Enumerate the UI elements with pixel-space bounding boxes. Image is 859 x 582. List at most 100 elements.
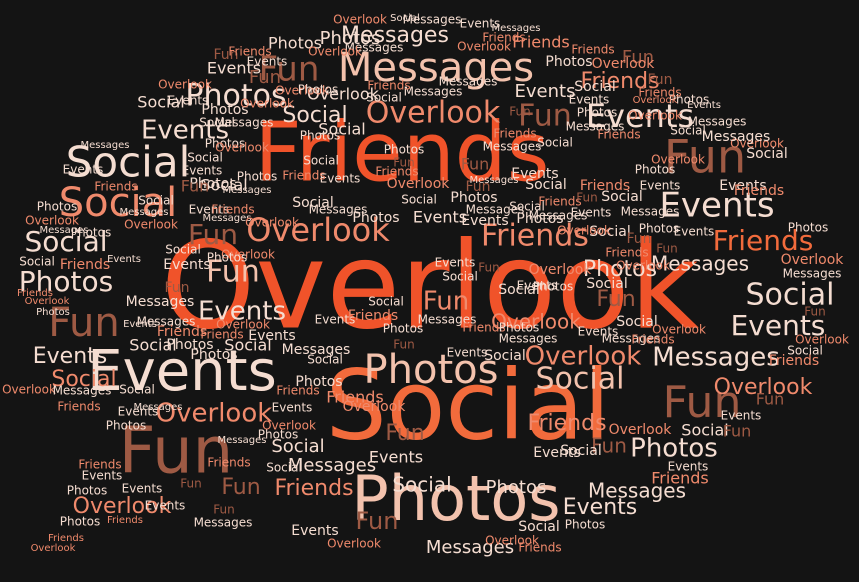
- word-fun: Fun: [756, 390, 785, 409]
- word-social: Social: [368, 295, 404, 309]
- word-photos: Photos: [499, 321, 539, 335]
- word-social: Social: [19, 255, 55, 269]
- word-friends: Friends: [734, 183, 784, 199]
- word-fun: Fun: [518, 99, 572, 134]
- word-overlook: Overlook: [215, 141, 269, 155]
- word-events: Events: [291, 523, 338, 539]
- word-overlook: Overlook: [387, 176, 451, 192]
- word-messages: Messages: [418, 313, 477, 327]
- word-messages: Messages: [215, 116, 274, 130]
- word-social: Social: [51, 367, 116, 392]
- word-messages: Messages: [499, 332, 558, 346]
- word-friends: Friends: [200, 328, 243, 342]
- word-social: Social: [271, 436, 324, 457]
- word-messages: Messages: [345, 41, 404, 55]
- word-friends: Friends: [482, 31, 525, 45]
- word-fun: Fun: [221, 475, 260, 500]
- word-social: Social: [200, 176, 247, 195]
- word-social: Social: [282, 103, 347, 128]
- word-social: Social: [392, 473, 451, 497]
- word-social: Social: [326, 349, 611, 461]
- word-overlook: Overlook: [246, 211, 390, 249]
- word-messages: Messages: [217, 435, 266, 446]
- word-fun: Fun: [180, 477, 201, 491]
- word-photos: Photos: [37, 200, 77, 214]
- word-social: Social: [589, 224, 631, 240]
- word-photos: Photos: [450, 190, 497, 206]
- word-fun: Fun: [206, 255, 260, 290]
- word-photos: Photos: [258, 428, 298, 442]
- word-fun: Fun: [622, 47, 654, 68]
- word-messages: Messages: [309, 203, 368, 217]
- word-events: Events: [578, 325, 619, 339]
- word-friends: Friends: [571, 43, 614, 57]
- word-messages: Messages: [621, 205, 680, 219]
- word-overlook: Overlook: [795, 333, 849, 347]
- word-friends: Friends: [512, 33, 570, 52]
- word-fun: Fun: [164, 280, 189, 296]
- word-photos: Photos: [788, 221, 828, 235]
- word-messages: Messages: [222, 185, 271, 196]
- word-events: Events: [198, 297, 286, 327]
- word-social: Social: [509, 200, 545, 214]
- word-messages: Messages: [80, 140, 129, 151]
- word-messages: Messages: [403, 13, 462, 27]
- word-overlook: Overlook: [628, 109, 682, 123]
- word-events: Events: [163, 257, 210, 273]
- word-friends: Friends: [276, 384, 319, 398]
- word-overlook: Overlook: [262, 419, 316, 433]
- word-photos: Photos: [207, 251, 247, 265]
- word-events: Events: [33, 344, 108, 369]
- word-messages: Messages: [126, 294, 195, 310]
- word-photos: Photos: [237, 170, 277, 184]
- word-overlook: Overlook: [491, 310, 581, 334]
- word-overlook: Overlook: [216, 318, 270, 332]
- word-social: Social: [129, 336, 176, 355]
- word-fun: Fun: [509, 105, 530, 119]
- word-photos: Photos: [669, 93, 709, 107]
- word-social: Social: [390, 13, 420, 24]
- word-messages: Messages: [338, 45, 534, 91]
- word-friends: Friends: [211, 203, 254, 217]
- word-events: Events: [511, 166, 558, 182]
- word-photos: Photos: [300, 129, 340, 143]
- word-messages: Messages: [588, 479, 686, 503]
- word-fun: Fun: [48, 300, 120, 346]
- word-events: Events: [517, 279, 558, 293]
- word-fun: Fun: [393, 156, 414, 170]
- word-overlook: Overlook: [240, 97, 294, 111]
- word-photos: Photos: [201, 102, 248, 118]
- word-social: Social: [59, 180, 178, 226]
- word-friends: Friends: [462, 321, 505, 335]
- word-events: Events: [447, 346, 488, 360]
- word-overlook: Overlook: [158, 78, 212, 92]
- word-events: Events: [731, 309, 826, 342]
- word-fun: Fun: [181, 177, 210, 196]
- word-messages: Messages: [651, 252, 749, 276]
- word-events: Events: [668, 460, 709, 474]
- word-photos: Photos: [189, 176, 236, 192]
- word-photos: Photos: [635, 163, 675, 177]
- word-events: Events: [533, 445, 580, 461]
- word-social: Social: [518, 519, 560, 535]
- word-friends: Friends: [527, 411, 606, 436]
- word-events: Events: [247, 55, 288, 69]
- word-events: Events: [189, 203, 230, 217]
- word-photos: Photos: [185, 79, 286, 114]
- word-events: Events: [721, 409, 762, 423]
- word-friends: Friends: [375, 165, 418, 179]
- word-messages: Messages: [529, 209, 588, 223]
- word-friends: Friends: [493, 127, 536, 141]
- word-overlook: Overlook: [529, 262, 593, 278]
- word-events: Events: [207, 59, 261, 78]
- word-social: Social: [601, 189, 643, 205]
- word-events: Events: [320, 172, 361, 186]
- word-friends: Friends: [713, 224, 814, 257]
- word-events: Events: [461, 213, 508, 229]
- word-social: Social: [66, 138, 191, 187]
- word-photos: Photos: [190, 347, 237, 363]
- word-overlook: Overlook: [633, 95, 678, 106]
- word-friends: Friends: [580, 69, 659, 94]
- word-overlook: Overlook: [31, 543, 76, 554]
